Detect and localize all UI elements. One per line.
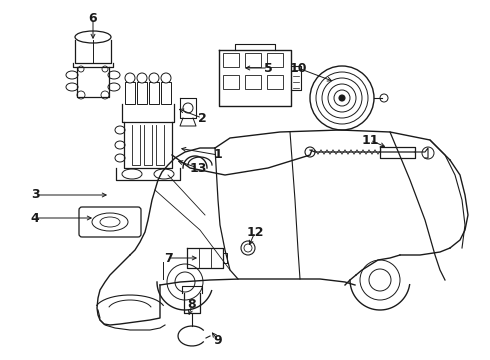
Ellipse shape bbox=[115, 141, 125, 149]
Text: 4: 4 bbox=[31, 211, 39, 225]
Circle shape bbox=[422, 147, 434, 159]
Bar bbox=[223, 53, 239, 67]
Circle shape bbox=[369, 269, 391, 291]
Circle shape bbox=[310, 66, 374, 130]
Ellipse shape bbox=[100, 217, 120, 227]
Circle shape bbox=[241, 241, 255, 255]
Ellipse shape bbox=[108, 83, 120, 91]
Circle shape bbox=[101, 91, 109, 99]
Bar bbox=[125, 82, 135, 104]
Text: 9: 9 bbox=[214, 333, 222, 346]
Circle shape bbox=[380, 94, 388, 102]
Circle shape bbox=[322, 78, 362, 118]
Bar bbox=[149, 82, 159, 104]
Bar bbox=[137, 82, 147, 104]
Circle shape bbox=[102, 66, 108, 72]
Ellipse shape bbox=[122, 169, 142, 179]
Text: 10: 10 bbox=[289, 62, 307, 75]
Text: 12: 12 bbox=[246, 225, 264, 238]
Circle shape bbox=[316, 72, 368, 124]
Text: 5: 5 bbox=[264, 62, 272, 75]
Text: 6: 6 bbox=[89, 12, 98, 24]
Text: 2: 2 bbox=[197, 112, 206, 125]
Circle shape bbox=[305, 147, 315, 157]
Circle shape bbox=[244, 244, 252, 252]
Bar bbox=[267, 53, 283, 67]
Bar bbox=[245, 75, 261, 89]
Bar bbox=[223, 75, 239, 89]
Circle shape bbox=[183, 103, 193, 113]
Bar bbox=[267, 75, 283, 89]
Circle shape bbox=[137, 73, 147, 83]
Text: 13: 13 bbox=[189, 162, 207, 175]
Circle shape bbox=[167, 264, 203, 300]
Bar bbox=[245, 53, 261, 67]
Ellipse shape bbox=[75, 31, 111, 43]
FancyBboxPatch shape bbox=[79, 207, 141, 237]
Text: 7: 7 bbox=[164, 252, 172, 265]
Ellipse shape bbox=[154, 169, 174, 179]
Ellipse shape bbox=[115, 126, 125, 134]
Circle shape bbox=[149, 73, 159, 83]
Text: 3: 3 bbox=[31, 189, 39, 202]
Circle shape bbox=[161, 73, 171, 83]
Circle shape bbox=[328, 84, 356, 112]
Ellipse shape bbox=[115, 154, 125, 162]
Circle shape bbox=[125, 73, 135, 83]
Text: 8: 8 bbox=[188, 298, 196, 311]
Circle shape bbox=[334, 90, 350, 106]
Circle shape bbox=[77, 91, 85, 99]
Ellipse shape bbox=[92, 213, 128, 231]
Circle shape bbox=[78, 66, 84, 72]
Ellipse shape bbox=[66, 83, 78, 91]
Ellipse shape bbox=[66, 71, 78, 79]
Circle shape bbox=[339, 95, 345, 101]
Text: 1: 1 bbox=[214, 148, 222, 162]
Circle shape bbox=[175, 272, 195, 292]
Ellipse shape bbox=[108, 71, 120, 79]
Circle shape bbox=[360, 260, 400, 300]
Text: 11: 11 bbox=[361, 134, 379, 147]
Bar bbox=[161, 82, 171, 104]
